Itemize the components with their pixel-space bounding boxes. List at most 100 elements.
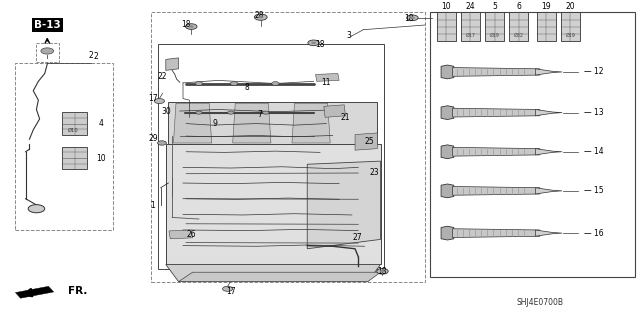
- Circle shape: [308, 40, 319, 46]
- Circle shape: [258, 16, 263, 19]
- Polygon shape: [62, 147, 88, 169]
- Polygon shape: [537, 12, 556, 41]
- Text: 25: 25: [365, 137, 374, 146]
- Circle shape: [154, 99, 164, 104]
- Text: 6: 6: [516, 2, 521, 11]
- Circle shape: [380, 270, 385, 272]
- Circle shape: [196, 111, 202, 114]
- Polygon shape: [307, 161, 381, 249]
- Polygon shape: [173, 103, 212, 143]
- Polygon shape: [166, 58, 179, 70]
- Polygon shape: [452, 68, 540, 76]
- Text: 18: 18: [316, 40, 324, 49]
- Polygon shape: [166, 144, 381, 264]
- Circle shape: [41, 48, 54, 54]
- Text: 20: 20: [566, 2, 575, 11]
- Polygon shape: [166, 264, 381, 282]
- Text: 21: 21: [340, 113, 350, 122]
- Text: 10: 10: [97, 153, 106, 162]
- Text: 17: 17: [226, 287, 236, 296]
- Text: 1: 1: [150, 201, 156, 210]
- Circle shape: [406, 15, 418, 21]
- Text: 23: 23: [369, 167, 379, 177]
- Text: SHJ4E0700B: SHJ4E0700B: [516, 298, 563, 307]
- Polygon shape: [452, 108, 540, 117]
- Circle shape: [271, 82, 279, 85]
- Text: 8: 8: [244, 83, 249, 92]
- Polygon shape: [441, 145, 454, 159]
- Text: — 16: — 16: [584, 229, 604, 238]
- Text: 9: 9: [212, 119, 218, 128]
- Polygon shape: [441, 226, 454, 240]
- Polygon shape: [316, 73, 339, 81]
- Polygon shape: [452, 187, 540, 195]
- Text: 4: 4: [99, 119, 104, 128]
- Circle shape: [410, 17, 415, 19]
- Text: 3: 3: [346, 32, 351, 41]
- Text: 18: 18: [378, 267, 387, 276]
- Circle shape: [262, 111, 269, 114]
- Text: Ø32: Ø32: [514, 33, 524, 38]
- Text: 18: 18: [404, 14, 414, 23]
- Text: 7: 7: [257, 110, 262, 119]
- Text: 5: 5: [492, 2, 497, 11]
- Text: 11: 11: [322, 78, 331, 87]
- Polygon shape: [441, 106, 454, 120]
- Polygon shape: [168, 102, 378, 144]
- Polygon shape: [485, 12, 504, 41]
- Circle shape: [157, 141, 166, 145]
- Polygon shape: [62, 112, 88, 135]
- Polygon shape: [452, 147, 540, 156]
- Polygon shape: [324, 105, 346, 117]
- Polygon shape: [233, 103, 271, 143]
- Text: — 12: — 12: [584, 67, 604, 77]
- Circle shape: [189, 25, 194, 28]
- Polygon shape: [536, 188, 562, 194]
- Text: 30: 30: [161, 107, 171, 115]
- Polygon shape: [292, 103, 330, 143]
- Polygon shape: [461, 12, 480, 41]
- Text: 18: 18: [181, 19, 191, 29]
- Text: Ø10: Ø10: [68, 128, 79, 133]
- Text: 26: 26: [186, 230, 196, 239]
- Text: — 14: — 14: [584, 147, 604, 156]
- Circle shape: [311, 41, 316, 44]
- Polygon shape: [536, 230, 562, 236]
- Polygon shape: [536, 149, 562, 155]
- Polygon shape: [179, 272, 381, 282]
- Text: 22: 22: [157, 72, 166, 81]
- Text: — 13: — 13: [584, 108, 604, 117]
- Circle shape: [254, 14, 267, 20]
- Polygon shape: [509, 12, 529, 41]
- Polygon shape: [441, 184, 454, 198]
- Polygon shape: [561, 12, 580, 41]
- Text: 17: 17: [148, 94, 158, 103]
- Polygon shape: [452, 229, 540, 238]
- Text: B-13: B-13: [34, 20, 61, 30]
- Text: 28: 28: [255, 11, 264, 20]
- Text: 10: 10: [442, 2, 451, 11]
- Circle shape: [195, 82, 203, 85]
- Text: Ø19: Ø19: [566, 33, 575, 38]
- Polygon shape: [441, 65, 454, 79]
- Circle shape: [230, 82, 238, 85]
- Text: Ø17: Ø17: [465, 33, 476, 38]
- Text: FR.: FR.: [68, 286, 88, 296]
- Polygon shape: [355, 133, 378, 150]
- Circle shape: [28, 204, 45, 213]
- Text: 19: 19: [541, 2, 551, 11]
- Text: 24: 24: [465, 2, 475, 11]
- Circle shape: [186, 24, 197, 29]
- Text: Ø19: Ø19: [490, 33, 500, 38]
- Text: 27: 27: [352, 233, 362, 242]
- Polygon shape: [169, 230, 193, 239]
- Text: — 15: — 15: [584, 186, 604, 195]
- Circle shape: [223, 286, 233, 291]
- Circle shape: [228, 111, 234, 114]
- Text: 29: 29: [148, 134, 158, 143]
- Polygon shape: [536, 109, 562, 116]
- Circle shape: [377, 269, 388, 274]
- Polygon shape: [536, 69, 562, 75]
- Polygon shape: [15, 286, 54, 298]
- Text: 2: 2: [88, 51, 93, 60]
